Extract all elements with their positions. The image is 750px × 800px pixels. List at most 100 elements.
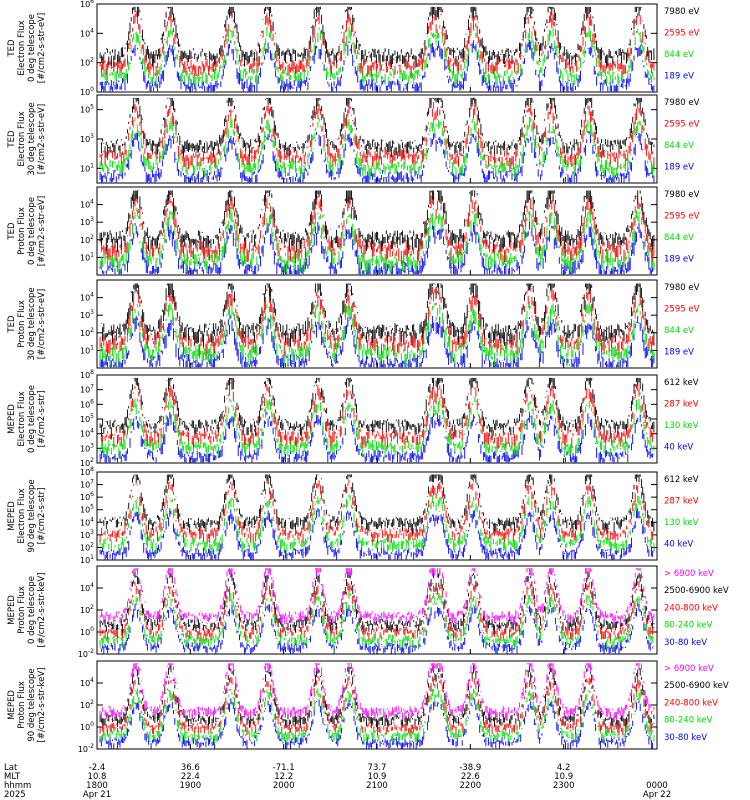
series-trace-5-3	[99, 410, 655, 463]
series-trace-5-0	[99, 377, 655, 439]
series-trace-6-1	[99, 478, 655, 544]
ylabel-2-0: TED	[7, 130, 17, 149]
legend-6-1: 287 keV	[664, 497, 699, 507]
ylabel-4-2: 30 deg telescope	[27, 287, 37, 360]
y-tick-label-6-7: 107	[80, 479, 94, 490]
y-tick-label-5-5: 105	[80, 413, 94, 424]
series-trace-8-0	[99, 663, 655, 721]
panel-frame-2	[96, 94, 658, 184]
xaxis-lat-0: -2.4	[89, 763, 106, 773]
xaxis-row-label-1: MLT	[4, 772, 21, 782]
y-tick-label-6-5: 105	[80, 504, 94, 515]
y-tick-label-3-1: 101	[80, 251, 94, 262]
legend-7-0: > 6900 keV	[664, 569, 714, 579]
ylabel-3-0: TED	[7, 222, 17, 241]
y-tick-label-4-2: 102	[80, 327, 94, 338]
series-trace-7-2	[99, 580, 655, 642]
legend-7-2: 240-800 keV	[664, 603, 718, 613]
xaxis-lat-5: 4.2	[557, 763, 571, 773]
ylabel-7-0: MEPED	[7, 595, 17, 625]
y-tick-label-2-5: 105	[80, 104, 94, 115]
ylabel-7-3: [#/cm2-s-str-keV]	[37, 573, 47, 648]
series-trace-3-2	[99, 206, 655, 275]
xaxis-hhmm-6: 0000	[646, 781, 668, 791]
series-trace-1-3	[99, 40, 655, 92]
xaxis-lat-1: 36.6	[181, 763, 200, 773]
series-trace-8-1	[99, 664, 655, 729]
y-tick-label-3-3: 103	[80, 216, 94, 227]
ylabel-6-1: Electron Flux	[17, 488, 27, 543]
legend-6-2: 130 keV	[664, 518, 699, 528]
ylabel-4-0: TED	[7, 315, 17, 334]
y-tick-label-2-1: 101	[80, 162, 94, 173]
legend-1-2: 844 eV	[664, 50, 694, 60]
legend-7-4: 30-80 keV	[664, 638, 707, 648]
series-trace-8-3	[99, 688, 655, 744]
legend-8-3: 80-240 keV	[664, 716, 713, 726]
ylabel-6-3: [#/cm2-s-str]	[37, 488, 47, 545]
series-trace-6-0	[99, 474, 655, 534]
y-tick-label-7-2: 102	[80, 604, 94, 615]
y-tick-label-6-6: 106	[80, 491, 94, 502]
legend-4-3: 189 eV	[664, 348, 694, 358]
xaxis-mlt-0: 10.8	[88, 772, 107, 782]
series-trace-1-0	[99, 6, 655, 68]
series-trace-7-4	[99, 602, 655, 654]
ylabel-1-2: 0 deg telescope	[27, 14, 37, 82]
xaxis-mlt-5: 10.9	[554, 772, 573, 782]
series-trace-6-2	[99, 495, 655, 555]
xaxis-lat-2: -71.1	[273, 763, 295, 773]
ylabel-4-1: Proton Flux	[17, 300, 27, 348]
legend-2-1: 2595 eV	[664, 120, 700, 130]
y-tick-label-6-2: 102	[80, 541, 94, 552]
legend-4-0: 7980 eV	[664, 283, 700, 293]
ylabel-1-3: [#/cm2-s-str-eV]	[37, 13, 47, 83]
series-trace-7-3	[99, 591, 655, 649]
xaxis-hhmm-4: 2200	[460, 781, 482, 791]
y-tick-label-5-8: 108	[80, 369, 94, 380]
legend-8-0: > 6900 keV	[664, 664, 714, 674]
ylabel-3-1: Proton Flux	[17, 207, 27, 255]
legend-8-1: 2500-6900 keV	[664, 681, 729, 691]
legend-4-1: 2595 eV	[664, 305, 700, 315]
xaxis-hhmm-3: 2100	[366, 781, 388, 791]
y-tick-label-1-4: 104	[80, 27, 94, 38]
legend-3-3: 189 eV	[664, 255, 694, 265]
legend-6-0: 612 keV	[664, 475, 699, 485]
y-tick-label-1-2: 102	[80, 57, 94, 68]
ylabel-5-1: Electron Flux	[17, 391, 27, 446]
ylabel-5-0: MEPED	[7, 404, 17, 434]
y-tick-label-7-0: 100	[80, 626, 94, 637]
ylabel-6-2: 90 deg telescope	[27, 479, 37, 552]
series-trace-7-0	[99, 568, 655, 626]
y-tick-label-7--2: 10-2	[78, 648, 94, 659]
series-trace-2-0	[99, 97, 655, 159]
xaxis-mlt-3: 10.9	[368, 772, 387, 782]
ylabel-2-2: 30 deg telescope	[27, 102, 37, 175]
ylabel-5-2: 0 deg telescope	[27, 385, 37, 453]
y-tick-label-7-4: 104	[80, 582, 94, 593]
ylabel-8-1: Proton Flux	[17, 681, 27, 729]
y-tick-label-4-1: 101	[80, 344, 94, 355]
xaxis-mlt-2: 12.2	[274, 772, 293, 782]
xaxis-hhmm-5: 2300	[553, 781, 575, 791]
series-trace-6-3	[99, 508, 655, 560]
y-tick-label-5-3: 103	[80, 442, 94, 453]
ylabel-8-3: [#/cm2-s-str-keV]	[37, 668, 47, 743]
series-trace-4-1	[99, 285, 655, 357]
legend-7-1: 2500-6900 keV	[664, 586, 729, 596]
y-tick-label-3-4: 104	[80, 199, 94, 210]
y-tick-label-4-4: 104	[80, 292, 94, 303]
xaxis-row-label-2: hhmm	[4, 781, 31, 791]
legend-5-0: 612 keV	[664, 378, 699, 388]
ylabel-7-2: 0 deg telescope	[27, 576, 37, 644]
xaxis-lat-3: 73.7	[368, 763, 387, 773]
y-tick-label-5-7: 107	[80, 384, 94, 395]
ylabel-1-1: Electron Flux	[17, 20, 27, 75]
y-tick-label-2-3: 103	[80, 133, 94, 144]
y-tick-label-3-2: 102	[80, 234, 94, 245]
ylabel-1-0: TED	[7, 39, 17, 58]
xaxis-hhmm-2: 2000	[273, 781, 295, 791]
series-trace-2-1	[99, 101, 655, 170]
xaxis-lat-4: -38.9	[459, 763, 481, 773]
